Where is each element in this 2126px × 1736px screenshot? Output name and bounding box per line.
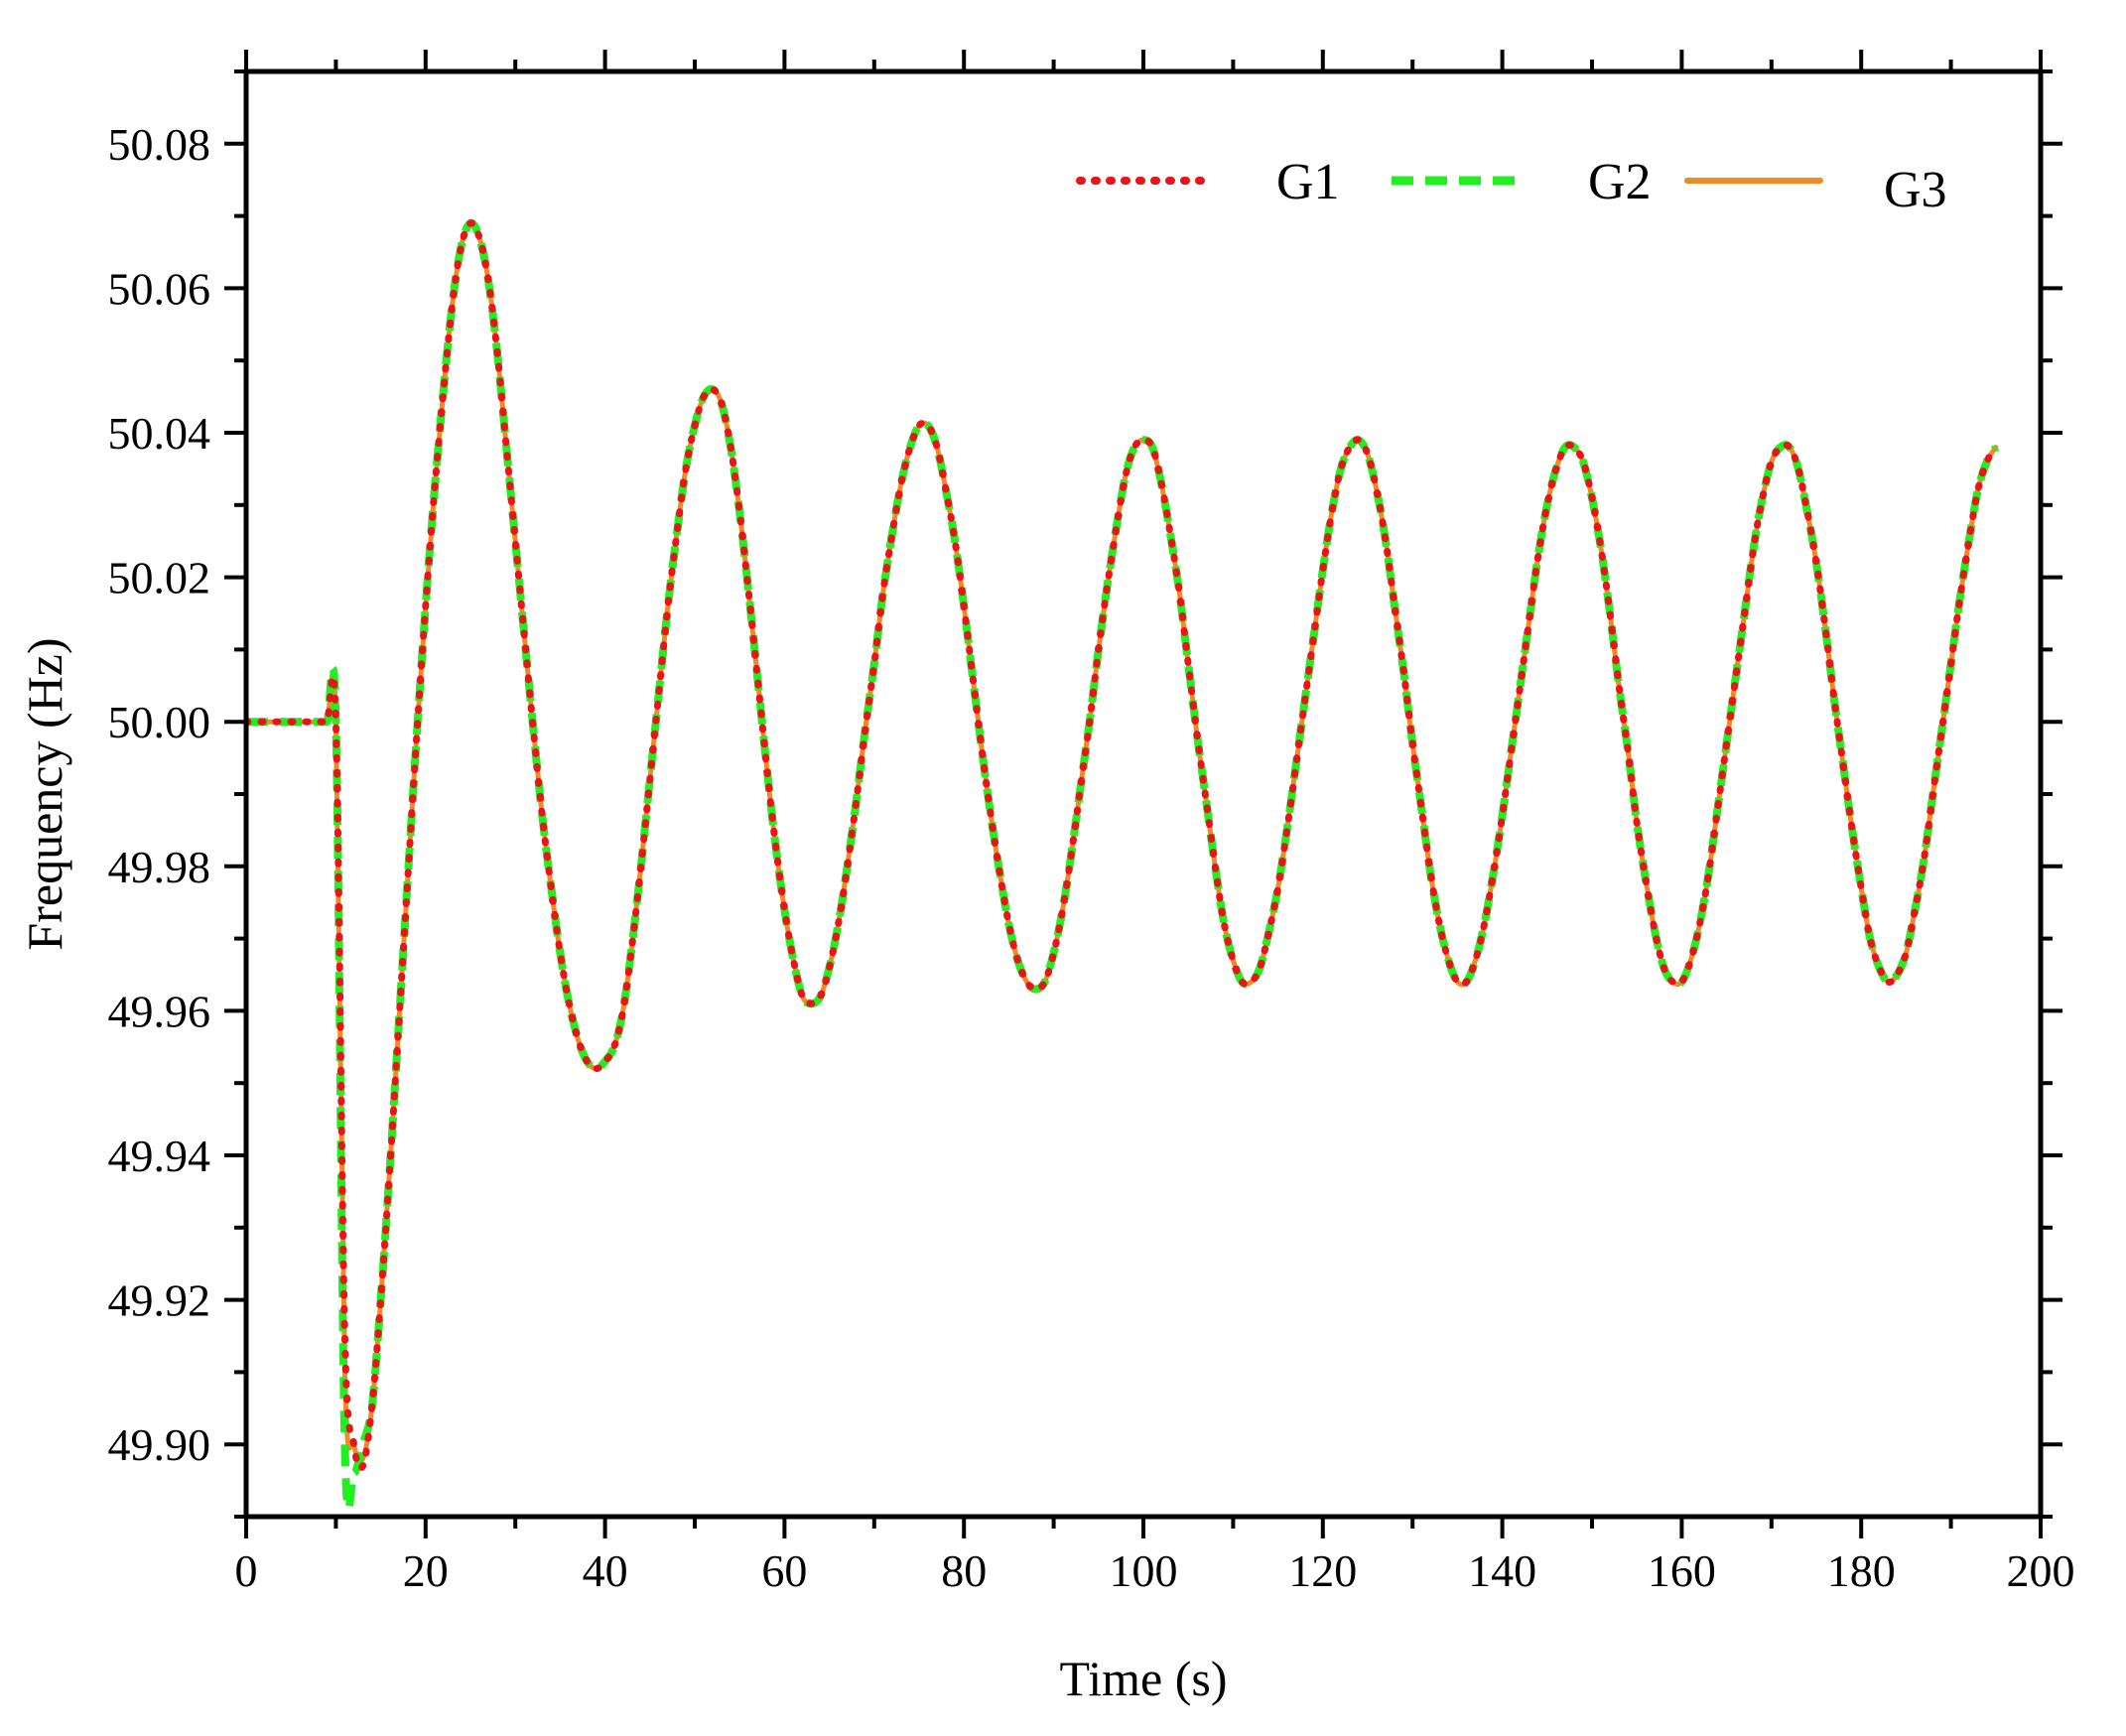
x-tick-label: 0: [235, 1545, 258, 1596]
x-tick-label: 100: [1110, 1545, 1178, 1596]
legend: G1 G2 G3: [1076, 154, 1947, 218]
series-layer: [242, 218, 2000, 1513]
x-tick-label: 140: [1468, 1545, 1536, 1596]
x-tick-label: 20: [403, 1545, 449, 1596]
y-tick-label: 49.92: [108, 1275, 211, 1326]
legend-label-g1: G1: [1276, 154, 1340, 210]
x-tick-label: 160: [1648, 1545, 1716, 1596]
y-tick-label: 50.02: [108, 553, 211, 603]
y-tick-label: 50.06: [108, 263, 211, 314]
y-tick-label: 50.08: [108, 119, 211, 170]
tick-labels-layer: 0 20 40 60 80 100 120 140 160 180 200 49.90 49.92 49.…: [108, 119, 2075, 1596]
x-tick-label: 60: [761, 1545, 807, 1596]
x-tick-label: 180: [1827, 1545, 1896, 1596]
y-tick-label: 49.94: [108, 1131, 211, 1181]
y-tick-label: 50.04: [108, 408, 211, 459]
y-tick-label: 50.00: [108, 697, 211, 747]
legend-label-g2: G2: [1588, 154, 1652, 210]
x-tick-label: 200: [2007, 1545, 2075, 1596]
y-axis-title: Frequency (Hz): [17, 637, 72, 950]
x-tick-label: 120: [1288, 1545, 1357, 1596]
y-tick-label: 49.90: [108, 1419, 211, 1470]
y-tick-label: 49.96: [108, 986, 211, 1036]
legend-label-g3: G3: [1884, 162, 1947, 218]
series-line-g1: [242, 219, 2000, 1472]
x-tick-label: 80: [941, 1545, 987, 1596]
plot-frame: [243, 68, 2044, 1520]
y-tick-label: 49.98: [108, 842, 211, 892]
x-tick-label: 40: [583, 1545, 628, 1596]
x-axis-title: Time (s): [1059, 1651, 1227, 1706]
